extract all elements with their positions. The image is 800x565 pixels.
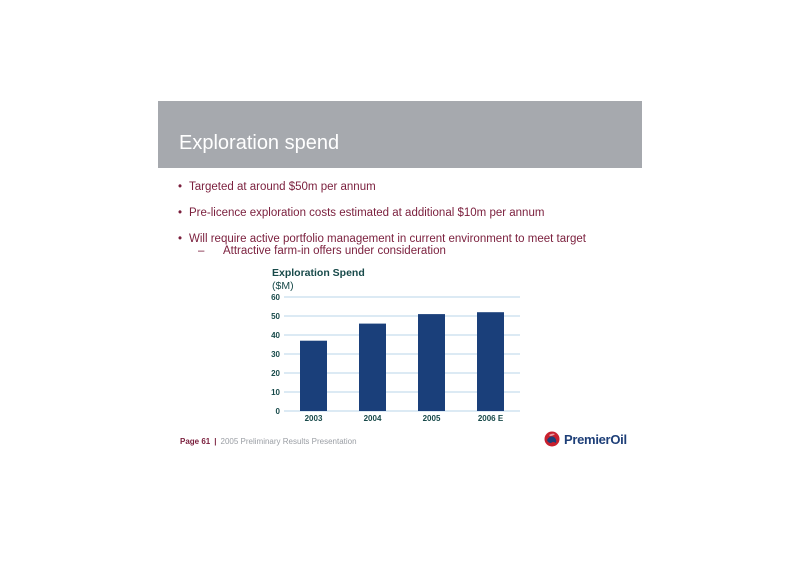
bar-2005 (418, 314, 445, 411)
x-tick-label-2003: 2003 (305, 414, 323, 423)
premier-oil-logo: PremierOil (544, 430, 627, 448)
chart-title: Exploration Spend (272, 267, 365, 279)
bullet-item-2: • Pre-licence exploration costs estimated… (178, 207, 544, 219)
footer: Page 61 | 2005 Preliminary Results Present… (180, 437, 357, 446)
sub-bullet-dash-icon: – (198, 245, 205, 257)
bullet-dot-icon: • (178, 233, 183, 245)
footer-text: 2005 Preliminary Results Presentation (220, 437, 357, 446)
bullet-text-3: Will require active portfolio management… (189, 233, 586, 245)
y-tick-label-60: 60 (271, 293, 280, 302)
y-tick-label-40: 40 (271, 331, 280, 340)
sub-bullet-text-1: Attractive farm-in offers under consider… (223, 245, 446, 257)
y-tick-label-50: 50 (271, 312, 280, 321)
premier-oil-logo-text: PremierOil (564, 431, 627, 447)
bullet-dot-icon: • (178, 207, 183, 219)
chart-subtitle: ($M) (272, 280, 294, 292)
sub-bullet-item-1: – Attractive farm-in offers under conside… (198, 245, 446, 257)
bullet-text-2: Pre-licence exploration costs estimated … (189, 207, 545, 219)
bar-2003 (300, 340, 327, 411)
bar-2006-e (477, 312, 504, 411)
y-tick-label-10: 10 (271, 388, 280, 397)
bullet-item-1: • Targeted at around $50m per annum (178, 181, 376, 193)
bar-2004 (359, 323, 386, 411)
footer-page-number: Page 61 (180, 437, 211, 446)
bullet-dot-icon: • (178, 181, 183, 193)
premier-oil-globe-icon (544, 431, 560, 447)
y-tick-label-20: 20 (271, 369, 280, 378)
bullet-item-3: • Will require active portfolio managemen… (178, 233, 586, 245)
y-tick-label-0: 0 (276, 407, 281, 416)
footer-separator: | (214, 437, 217, 446)
title-bar: Exploration spend (158, 101, 642, 168)
x-tick-label-2004: 2004 (364, 414, 382, 423)
x-tick-label-2006-e: 2006 E (478, 414, 504, 423)
y-tick-label-30: 30 (271, 350, 280, 359)
x-tick-label-2005: 2005 (423, 414, 441, 423)
slide-title: Exploration spend (179, 132, 340, 154)
exploration-spend-chart: 0 10 20 30 40 50 60 2003 2004 2005 2006 E (271, 293, 520, 423)
bullet-text-1: Targeted at around $50m per annum (189, 181, 376, 193)
